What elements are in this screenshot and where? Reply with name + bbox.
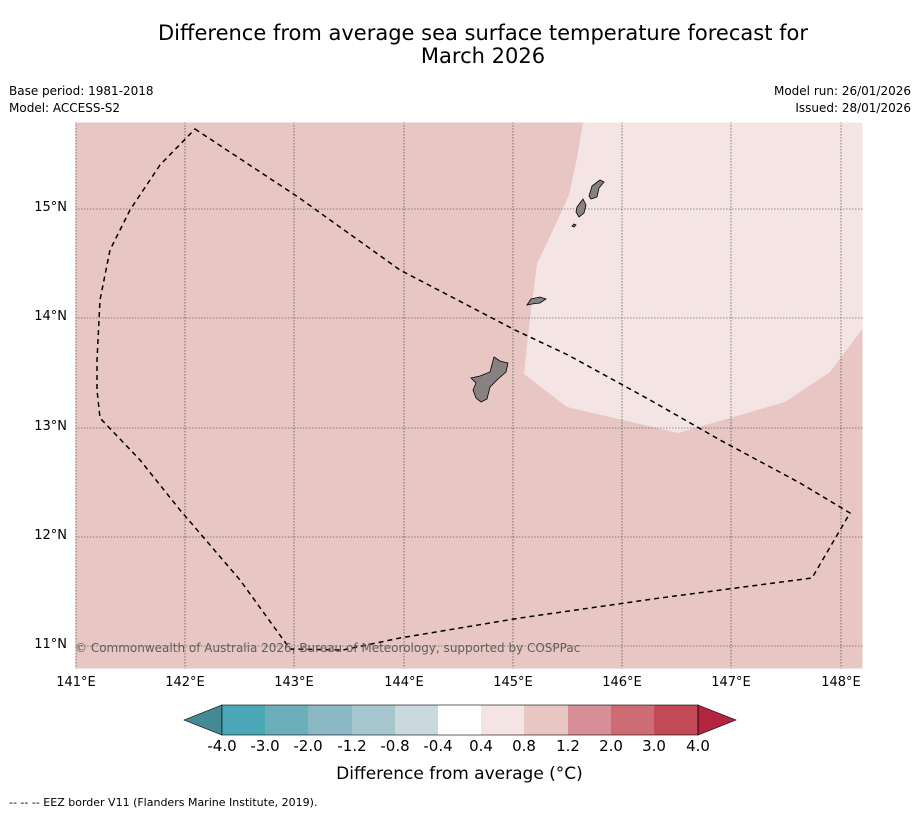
anomaly-region-0.4-0.8 [524, 122, 863, 433]
model-name: Model: ACCESS-S2 [9, 101, 121, 115]
colorbar-title: Difference from average (°C) [336, 764, 583, 784]
colorbar-bin-neg4-neg3 [222, 705, 266, 735]
island-guam [470, 356, 509, 403]
colorbar-tick-label: -3.0 [250, 737, 280, 755]
lat-label: 14°N [34, 309, 67, 324]
colorbar-bin-neg0.8-neg0.4 [395, 705, 439, 735]
chart-title: Difference from average sea surface temp… [0, 22, 919, 68]
colorbar-tick-label: -0.4 [423, 737, 453, 755]
island-saipan [588, 179, 605, 200]
lon-label: 142°E [165, 675, 205, 690]
colorbar [183, 704, 737, 736]
colorbar-bin-neg3-neg2 [265, 705, 309, 735]
map-frame [74, 121, 864, 670]
colorbar-bin-neg1.2-neg0.8 [352, 705, 396, 735]
colorbar-bin-1.2-2.0 [568, 705, 612, 735]
colorbar-bin-0.4-0.8 [481, 705, 525, 735]
metadata-left: Base period: 1981-2018 Model: ACCESS-S2 [9, 83, 154, 117]
graticule [75, 122, 863, 669]
copyright-notice: © Commonwealth of Australia 2026, Bureau… [75, 641, 581, 655]
colorbar-extend-high [697, 704, 737, 736]
colorbar-tick-label: 2.0 [599, 737, 623, 755]
lon-label: 146°E [602, 675, 642, 690]
colorbar-tick-label: -4.0 [207, 737, 237, 755]
colorbar-tick-label: 0.4 [469, 737, 493, 755]
colorbar-bin-0.8-1.2 [524, 705, 568, 735]
colorbar-tick-label: -1.2 [337, 737, 367, 755]
island-rota [526, 296, 547, 306]
lat-label: 11°N [34, 637, 67, 652]
issued-date: Issued: 28/01/2026 [795, 101, 911, 115]
colorbar-extend-low [183, 704, 223, 736]
lat-label: 15°N [34, 200, 67, 215]
lon-label: 147°E [711, 675, 751, 690]
colorbar-bin-neg0.4-0.4 [438, 705, 482, 735]
colorbar-bin-2.0-3.0 [611, 705, 655, 735]
lon-label: 141°E [56, 675, 96, 690]
lat-label: 12°N [34, 528, 67, 543]
title-line-1: Difference from average sea surface temp… [158, 21, 808, 45]
colorbar-frame [221, 704, 699, 736]
title-line-2: March 2026 [420, 44, 546, 68]
metadata-right: Model run: 26/01/2026 Issued: 28/01/2026 [774, 83, 911, 117]
colorbar-tick-label: 1.2 [556, 737, 580, 755]
islands [470, 179, 605, 403]
lat-label: 13°N [34, 419, 67, 434]
colorbar-tick-label: -0.8 [380, 737, 410, 755]
eez-legend-note: -- -- -- EEZ border V11 (Flanders Marine… [9, 796, 318, 809]
lon-label: 144°E [384, 675, 424, 690]
colorbar-bin-3.0-4.0 [654, 705, 698, 735]
base-period: Base period: 1981-2018 [9, 84, 154, 98]
colorbar-tick-label: -2.0 [293, 737, 323, 755]
lon-label: 148°E [821, 675, 861, 690]
colorbar-bin-neg2-neg1.2 [308, 705, 352, 735]
lon-label: 143°E [274, 675, 314, 690]
colorbar-tick-label: 0.8 [512, 737, 536, 755]
island-aguijan [571, 223, 577, 228]
lon-label: 145°E [493, 675, 533, 690]
eez-border [96, 128, 852, 651]
island-tinian [575, 198, 587, 218]
colorbar-tick-label: 3.0 [642, 737, 666, 755]
model-run: Model run: 26/01/2026 [773, 84, 911, 98]
colorbar-tick-label: 4.0 [686, 737, 710, 755]
